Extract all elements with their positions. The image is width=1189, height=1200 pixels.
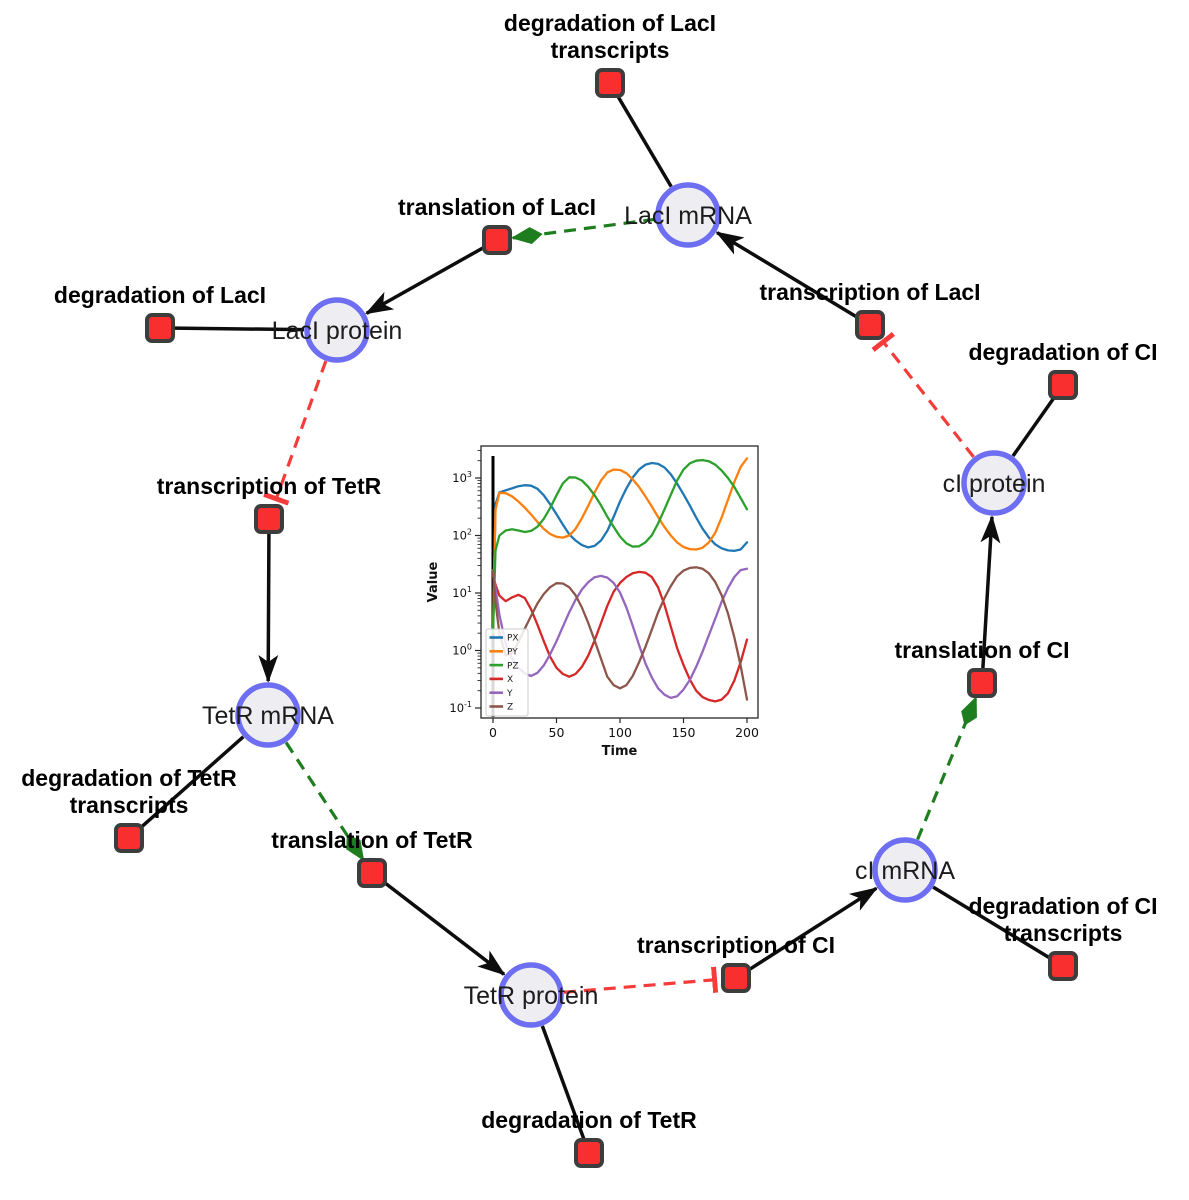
chart-series-Y: [491, 567, 749, 700]
reaction-label-deg_laci-line0: degradation of LacI: [54, 282, 266, 308]
edge-consumption-laci_mrna-deg_laci_tx: [616, 95, 673, 188]
chart-ytick-10e2: 102: [452, 528, 472, 543]
species-node-ci_mrna[interactable]: [872, 837, 938, 903]
species-node-tetr_mrna[interactable]: [235, 682, 301, 748]
edge-consumption-tetr_mrna-deg_tetr_tx: [139, 735, 245, 830]
species-label-laci_protein: LacI protein: [272, 317, 403, 345]
chart-series-Z: [491, 566, 749, 701]
edge-modifier-ci_mrna-transl_ci: [916, 695, 978, 841]
species-nodes-layer: LacI mRNA LacI protein cI protein TetR mRNA…: [202, 182, 1046, 1028]
chart-ylabel: Value: [426, 561, 441, 602]
reaction-label-deg_ci_tx-line0: degradation of CI: [968, 893, 1157, 919]
edge-consumption-ci_protein-deg_ci: [1011, 396, 1056, 458]
reaction-label-transl_ci-line0: translation of CI: [894, 637, 1069, 663]
reaction-label-transc_ci-line0: transcription of CI: [637, 932, 835, 958]
inset-chart: 0 50 100 150 200 10-1 100 101 102 103 Time Value PX P…: [426, 445, 759, 759]
reaction-label-deg_ci-line0: degradation of CI: [968, 339, 1157, 365]
edge-modifier-tetr_mrna-transl_tetr: [284, 741, 365, 862]
chart-ytick-10e1: 101: [452, 585, 472, 600]
reaction-label-deg_laci_tx-line0: degradation of LacI: [504, 10, 716, 36]
edge-modifier-laci_mrna-transl_laci: [510, 217, 656, 245]
reaction-node-transc_laci[interactable]: [855, 310, 885, 340]
reaction-node-transc_tetr[interactable]: [254, 504, 284, 534]
legend-label-PX: PX: [507, 634, 519, 644]
species-label-ci_protein: cI protein: [943, 470, 1046, 498]
chart-series-PX: [491, 461, 749, 635]
species-label-ci_mrna: cI mRNA: [855, 857, 955, 885]
species-label-tetr_protein: TetR protein: [464, 982, 599, 1010]
species-node-ci_protein[interactable]: [961, 450, 1027, 516]
reaction-node-transc_ci[interactable]: [721, 963, 751, 993]
reaction-node-deg_ci_tx[interactable]: [1048, 951, 1078, 981]
reaction-label-deg_ci_tx-line1: transcripts: [1004, 920, 1123, 946]
reaction-node-deg_tetr[interactable]: [574, 1138, 604, 1168]
species-label-tetr_mrna: TetR mRNA: [202, 702, 334, 730]
reaction-label-transl_laci-line0: translation of LacI: [398, 194, 596, 220]
reaction-node-deg_laci_tx[interactable]: [595, 68, 625, 98]
reaction-nodes-layer: degradation of LacItranscriptstranslatio…: [21, 10, 1158, 1168]
species-node-laci_protein[interactable]: [304, 297, 370, 363]
reaction-label-deg_tetr_tx-line1: transcripts: [70, 792, 189, 818]
edge-production-transl_laci-laci_protein: [364, 245, 485, 315]
edge-consumption-tetr_protein-deg_tetr: [540, 1025, 586, 1140]
legend-label-PY: PY: [507, 648, 518, 658]
reaction-node-transl_ci[interactable]: [967, 668, 997, 698]
reaction-label-transc_laci-line0: transcription of LacI: [759, 279, 980, 305]
reaction-node-deg_ci[interactable]: [1048, 370, 1078, 400]
edge-inhibition-ci_protein-transc_laci: [871, 331, 975, 459]
chart-xtick-150: 150: [672, 725, 696, 740]
chart-ytick-10e-1: 10-1: [449, 700, 472, 715]
reaction-label-deg_tetr_tx-line0: degradation of TetR: [21, 765, 237, 791]
edge-consumption-ci_mrna-deg_ci_tx: [932, 885, 1052, 960]
legend-label-PZ: PZ: [507, 661, 519, 671]
chart-xlabel: Time: [602, 744, 638, 759]
reaction-node-transl_laci[interactable]: [482, 225, 512, 255]
reaction-label-transc_tetr-line0: transcription of TetR: [157, 473, 382, 499]
species-node-tetr_protein[interactable]: [498, 962, 564, 1028]
edge-inhibition-laci_protein-transc_tetr: [263, 360, 328, 506]
edge-consumption-laci_protein-deg_laci: [174, 326, 305, 332]
reaction-node-deg_laci[interactable]: [145, 313, 175, 343]
edge-inhibition-tetr_protein-transc_ci: [563, 966, 719, 994]
edge-production-transl_ci-ci_protein: [980, 514, 1001, 669]
edges-layer: [139, 95, 1056, 1140]
reaction-label-deg_laci_tx-line1: transcripts: [551, 37, 670, 63]
chart-ytick-10e0: 100: [452, 643, 472, 658]
legend-label-Z: Z: [507, 703, 513, 713]
reaction-node-transl_tetr[interactable]: [357, 858, 387, 888]
edge-production-transl_tetr-tetr_protein: [382, 880, 506, 976]
chart-xtick-50: 50: [549, 725, 565, 740]
edge-production-transc_tetr-tetr_mrna: [258, 533, 279, 684]
species-label-laci_mrna: LacI mRNA: [624, 202, 752, 230]
species-node-laci_mrna[interactable]: [655, 182, 721, 248]
edge-production-transc_laci-laci_mrna: [715, 231, 859, 319]
chart-xtick-100: 100: [608, 725, 632, 740]
edge-production-transc_ci-ci_mrna: [747, 886, 879, 972]
reaction-label-transl_tetr-line0: translation of TetR: [271, 827, 473, 853]
reaction-node-deg_tetr_tx[interactable]: [114, 823, 144, 853]
legend-label-Y: Y: [506, 689, 513, 699]
chart-ytick-10e3: 103: [452, 470, 472, 485]
legend-label-X: X: [507, 675, 513, 685]
chart-series-PY: [491, 457, 749, 635]
chart-series-PZ: [491, 458, 749, 635]
chart-xtick-0: 0: [489, 725, 497, 740]
chart-xtick-200: 200: [735, 725, 759, 740]
reaction-label-deg_tetr-line0: degradation of TetR: [481, 1107, 697, 1133]
